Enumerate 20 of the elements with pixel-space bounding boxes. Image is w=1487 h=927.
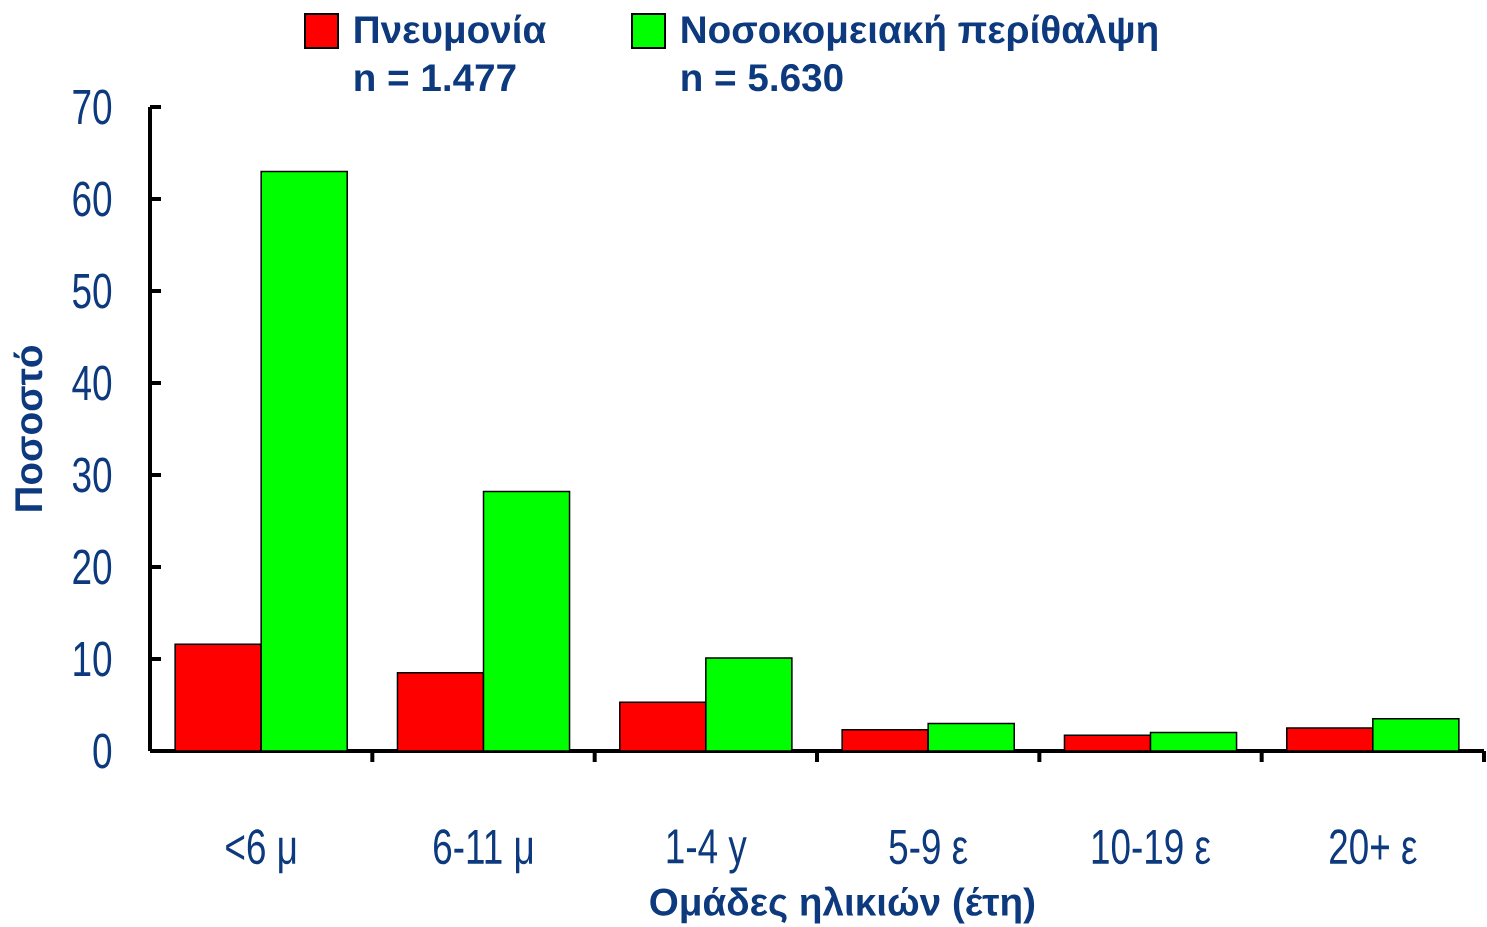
- x-tick-label: 6-11 μ: [434, 829, 533, 874]
- y-tick-label: 70: [73, 89, 112, 125]
- y-tick-label: 40: [72, 365, 112, 401]
- y-tick-label: 10: [74, 641, 112, 677]
- y-tick-label: 20: [73, 549, 112, 585]
- x-tick-label: <6 μ: [226, 829, 296, 874]
- x-tick-label: 10-19 ε: [1092, 829, 1211, 865]
- y-tick-label: 60: [73, 181, 112, 217]
- legend-label: Νοσοκομειακή περίθαλψη: [682, 13, 1157, 51]
- x-tick-label: 20+ ε: [1330, 829, 1417, 865]
- text: n = 5.630: [682, 64, 843, 92]
- y-axis-title: Ποσοστό: [13, 346, 43, 511]
- x-tick-label: 5-9 ε: [889, 829, 968, 865]
- legend-label: Πνευμονία: [355, 14, 546, 51]
- y-tick-label: 50: [73, 273, 112, 309]
- y-tick-label: 30: [72, 457, 112, 493]
- y-tick-label: 0: [93, 733, 112, 769]
- x-tick-label: 1-4 y: [667, 829, 747, 874]
- text: n = 1.477: [355, 64, 516, 91]
- x-axis-title: Ομάδες ηλικιών (έτη): [650, 886, 1035, 924]
